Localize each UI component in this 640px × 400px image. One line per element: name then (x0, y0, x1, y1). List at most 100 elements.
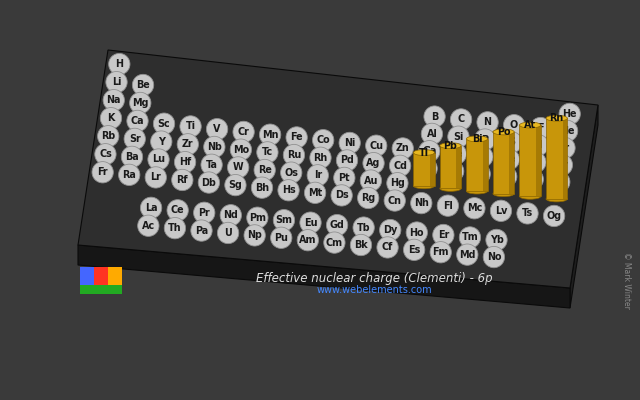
Circle shape (384, 190, 405, 211)
Circle shape (556, 120, 578, 142)
Circle shape (495, 166, 517, 187)
Circle shape (500, 132, 522, 153)
Text: Gd: Gd (330, 220, 344, 230)
Text: Xe: Xe (552, 177, 566, 187)
Text: Co: Co (316, 135, 330, 145)
Circle shape (225, 174, 246, 196)
Circle shape (106, 72, 127, 93)
Circle shape (130, 92, 151, 114)
Circle shape (551, 154, 573, 176)
Circle shape (191, 220, 212, 241)
Text: Pb: Pb (444, 141, 458, 151)
Ellipse shape (467, 188, 488, 194)
Text: Yb: Yb (490, 235, 504, 245)
Text: Hf: Hf (179, 157, 191, 167)
Circle shape (230, 139, 252, 160)
Circle shape (132, 74, 154, 96)
Text: Md: Md (459, 250, 476, 260)
Text: U: U (224, 228, 232, 238)
Circle shape (360, 170, 381, 191)
Circle shape (300, 212, 321, 233)
Circle shape (490, 200, 511, 222)
Text: Sm: Sm (275, 215, 292, 225)
Text: Tm: Tm (461, 232, 478, 242)
Circle shape (457, 244, 478, 265)
Ellipse shape (440, 186, 461, 191)
Circle shape (204, 136, 225, 158)
Text: Hg: Hg (390, 178, 404, 188)
Circle shape (527, 134, 548, 156)
Polygon shape (440, 146, 461, 188)
Text: Rh: Rh (314, 153, 328, 163)
Circle shape (451, 109, 472, 130)
Text: Cu: Cu (369, 141, 383, 151)
Circle shape (312, 130, 334, 151)
Text: Pm: Pm (249, 213, 266, 223)
Text: C: C (458, 114, 465, 124)
Circle shape (164, 218, 186, 239)
Text: © Mark Winter: © Mark Winter (623, 252, 632, 308)
Ellipse shape (493, 129, 515, 135)
Text: Br: Br (529, 157, 541, 167)
Circle shape (95, 144, 116, 165)
Text: Tb: Tb (357, 222, 371, 232)
Circle shape (389, 155, 411, 176)
Text: Pd: Pd (340, 156, 354, 166)
Circle shape (380, 219, 401, 241)
Text: Cm: Cm (326, 238, 343, 248)
Circle shape (419, 140, 440, 162)
Circle shape (464, 198, 485, 219)
Text: V: V (213, 124, 221, 134)
Circle shape (437, 195, 458, 216)
Ellipse shape (520, 122, 541, 128)
Circle shape (326, 214, 348, 236)
Text: Zr: Zr (182, 139, 194, 149)
Circle shape (118, 164, 140, 186)
Text: Mg: Mg (132, 98, 148, 108)
Polygon shape (520, 125, 541, 196)
Text: Sb: Sb (473, 169, 486, 179)
Ellipse shape (467, 136, 488, 142)
Bar (80, 285, 122, 294)
Polygon shape (546, 118, 567, 199)
Circle shape (333, 167, 355, 188)
Text: Ra: Ra (122, 170, 136, 180)
Text: Nd: Nd (223, 210, 238, 220)
Text: Mn: Mn (262, 130, 278, 140)
Text: Th: Th (168, 223, 182, 233)
Circle shape (358, 187, 379, 209)
Circle shape (297, 230, 319, 251)
Text: Sg: Sg (228, 180, 243, 190)
Text: Tc: Tc (262, 147, 273, 157)
Circle shape (207, 118, 228, 140)
Circle shape (324, 232, 345, 253)
Circle shape (97, 126, 119, 147)
Ellipse shape (413, 150, 435, 156)
Circle shape (244, 225, 266, 246)
Text: Cl: Cl (532, 140, 543, 150)
Text: Pt: Pt (339, 173, 350, 183)
Text: F: F (538, 123, 544, 133)
Text: Og: Og (547, 211, 561, 221)
Text: Fm: Fm (433, 247, 449, 257)
Text: Ir: Ir (314, 170, 322, 180)
Circle shape (365, 135, 387, 156)
Text: O: O (510, 120, 518, 130)
Circle shape (392, 138, 413, 159)
Circle shape (286, 127, 307, 148)
Text: Ge: Ge (449, 149, 463, 159)
Text: Cd: Cd (393, 161, 407, 171)
Text: Nh: Nh (414, 198, 429, 208)
Circle shape (433, 224, 454, 246)
Circle shape (448, 126, 469, 147)
Circle shape (350, 234, 372, 256)
Text: S: S (508, 137, 515, 147)
Circle shape (442, 160, 464, 182)
Text: Cf: Cf (382, 242, 393, 252)
Text: H: H (115, 59, 124, 69)
Text: Lu: Lu (152, 154, 165, 164)
Circle shape (421, 123, 443, 144)
Circle shape (284, 144, 305, 166)
Text: K: K (108, 113, 115, 123)
Text: Es: Es (408, 245, 420, 255)
